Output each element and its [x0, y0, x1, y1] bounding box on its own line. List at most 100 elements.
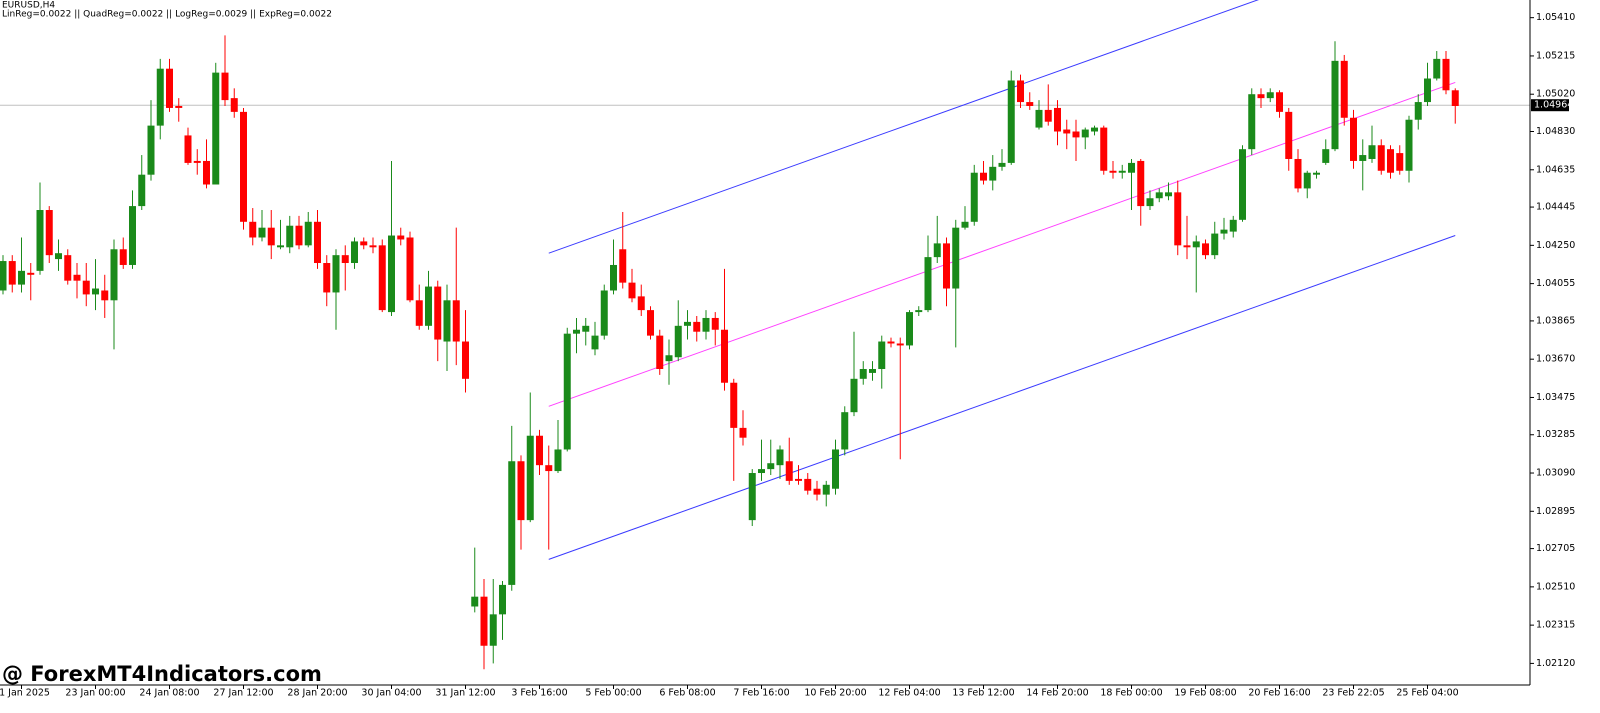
candle-body	[193, 160, 201, 163]
candle-body	[341, 255, 349, 264]
candle-body	[1276, 92, 1283, 112]
candle-body	[1220, 229, 1228, 234]
candle-body	[1155, 192, 1163, 199]
candle-body	[952, 227, 960, 289]
y-tick-label: 1.03285	[1536, 429, 1575, 440]
candle-body	[906, 312, 913, 346]
candle-body	[1396, 153, 1404, 171]
candle-body	[295, 225, 303, 246]
candle-body	[45, 210, 53, 256]
candle-body	[499, 584, 506, 615]
candle-body	[628, 282, 636, 299]
candle-body	[286, 225, 294, 248]
candle-body	[1183, 245, 1191, 248]
candle-body	[0, 261, 7, 291]
candle-body	[767, 463, 775, 470]
candle-body	[1442, 58, 1450, 91]
candle-body	[1118, 170, 1126, 173]
candle-body	[8, 261, 16, 285]
candle-body	[82, 280, 90, 295]
candle-body	[332, 255, 340, 293]
candle-body	[526, 435, 534, 521]
candle-body	[943, 243, 950, 289]
candle-body	[249, 221, 257, 238]
y-tick-label: 1.04830	[1536, 126, 1575, 137]
candle-body	[1100, 127, 1108, 171]
candle-body	[1146, 198, 1154, 207]
candle-body	[711, 317, 719, 330]
candle-body	[397, 235, 405, 240]
x-tick-label: 28 Jan 20:00	[287, 688, 347, 699]
candle-body	[1137, 160, 1145, 207]
regression-upper	[548, 0, 1259, 254]
candle-body	[517, 461, 525, 521]
candle-body	[536, 435, 543, 466]
candle-body	[1192, 241, 1200, 248]
x-tick-label: 18 Feb 00:00	[1100, 688, 1162, 699]
candle-body	[1174, 192, 1182, 246]
candle-body	[730, 382, 738, 428]
candle-body	[230, 98, 238, 112]
candle-body	[869, 368, 876, 373]
candle-body	[1239, 149, 1246, 220]
candle-body	[1257, 94, 1265, 99]
candle-body	[267, 227, 275, 246]
candle-body	[647, 310, 654, 336]
candle-body	[240, 111, 247, 222]
x-tick-label: 23 Feb 22:05	[1322, 688, 1384, 699]
candle-body	[425, 286, 432, 326]
regression-lower	[548, 235, 1456, 560]
candle-body	[1202, 243, 1209, 256]
candle-body	[1303, 172, 1311, 189]
candle-body	[795, 478, 802, 481]
candle-body	[129, 206, 136, 265]
candle-body	[1433, 58, 1441, 79]
y-tick-label: 1.04055	[1536, 278, 1575, 289]
candle-body	[1359, 155, 1367, 161]
candle-body	[1285, 111, 1293, 159]
candle-body	[462, 341, 469, 379]
x-tick-label: 24 Jan 08:00	[139, 688, 199, 699]
candle-body	[970, 172, 978, 222]
candle-body	[323, 263, 331, 293]
candle-body	[1044, 109, 1052, 122]
candle-body	[1128, 162, 1135, 173]
candle-body	[119, 249, 127, 265]
candle-body	[212, 72, 220, 185]
candle-body	[147, 125, 155, 175]
candle-body	[1007, 80, 1015, 163]
candle-body	[18, 270, 25, 285]
candle-body	[1072, 131, 1080, 138]
candle-body	[600, 290, 608, 336]
candle-body	[1350, 117, 1357, 161]
candle-body	[73, 274, 81, 281]
candle-body	[138, 174, 146, 207]
candle-body	[258, 227, 266, 238]
y-tick-label: 1.05215	[1536, 50, 1575, 61]
y-tick-label: 1.02705	[1536, 543, 1575, 554]
candle-body	[480, 596, 488, 646]
candle-body	[1211, 233, 1219, 256]
candle-body	[1424, 78, 1431, 103]
chart-subtitle: LinReg=0.0022 || QuadReg=0.0022 || LogRe…	[2, 10, 332, 20]
candle-body	[64, 255, 72, 281]
regression-middle	[548, 81, 1456, 407]
y-tick-label: 1.04445	[1536, 202, 1575, 213]
candle-body	[1331, 60, 1339, 150]
candle-body	[739, 427, 747, 438]
candle-body	[1026, 102, 1034, 106]
candle-body	[785, 461, 793, 481]
x-tick-label: 13 Feb 12:00	[952, 688, 1014, 699]
candle-body	[36, 210, 44, 271]
candle-body	[933, 243, 941, 258]
candle-body	[1165, 192, 1172, 197]
candle-body	[277, 245, 284, 248]
candle-body	[489, 614, 497, 646]
candle-body	[166, 68, 173, 108]
candle-body	[1322, 149, 1330, 163]
y-tick-label: 1.02120	[1536, 658, 1575, 669]
y-tick-label: 1.03670	[1536, 354, 1575, 365]
candle-body	[388, 235, 395, 313]
y-tick-label: 1.04250	[1536, 240, 1575, 251]
